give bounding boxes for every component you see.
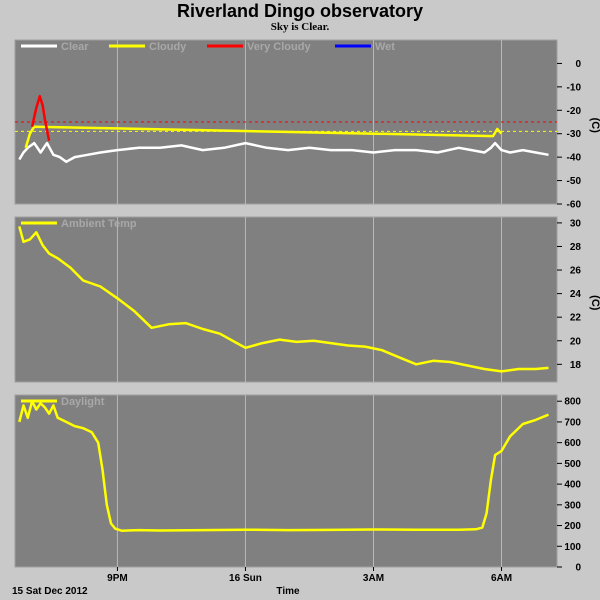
y-tick-label: 18 [570,360,582,371]
daylight-plot-area [14,394,558,568]
ambient-series [18,226,549,373]
y-tick-label: 20 [570,336,582,347]
legend-label: Wet [375,41,395,53]
series-line [18,226,549,373]
sky-y-ticks: 0 -10 -20 -30 -40 -50 -60 [557,59,581,211]
y-tick-label: 22 [570,313,582,324]
y-tick-label: -40 [567,153,582,164]
daylight-series [18,399,549,532]
y-tick-label: 600 [564,438,581,449]
legend-label: Clear [61,41,89,53]
legend-label: Daylight [61,396,105,408]
y-tick-label: 200 [564,521,581,532]
y-tick-label: -50 [567,176,582,187]
ambient-legend: Ambient Temp [21,218,137,230]
daylight-panel: Daylight 800 700 600 500 400 300 200 100 0 [14,394,581,574]
y-tick-label: 30 [570,218,582,229]
y-tick-label: 700 [564,417,581,428]
y-tick-label: -60 [567,200,582,211]
sky-series [18,94,549,164]
legend-label: Ambient Temp [61,218,137,230]
x-tick-label: 9PM [107,573,128,584]
y-tick-label: 800 [564,397,581,408]
x-tick-label: 16 Sun [229,573,262,584]
date-label: 15 Sat Dec 2012 [12,586,88,597]
y-tick-label: 100 [564,542,581,553]
ambient-plot-area [14,216,558,383]
daylight-grid [116,395,503,567]
x-tick-label: 6AM [491,573,512,584]
sky-y-unit: (C) [589,118,600,134]
y-tick-label: 500 [564,459,581,470]
legend-label: Cloudy [149,41,187,53]
series-line [24,125,503,149]
y-tick-label: -30 [567,129,582,140]
sky-panel: Clear Cloudy Very Cloudy Wet 0 -10 -20 -30 -40 -… [14,39,600,211]
page-title: Riverland Dingo observatory [176,1,424,21]
x-axis-title: Time [276,586,300,597]
daylight-legend: Daylight [21,396,105,408]
y-tick-label: 28 [570,242,582,253]
ambient-y-unit: (C) [589,295,600,311]
y-tick-label: 26 [570,266,582,277]
y-tick-label: 0 [575,59,581,70]
sky-legend: Clear Cloudy Very Cloudy Wet [21,41,395,53]
sky-status: Sky is Clear. [270,21,330,33]
x-axis-ticks: 9PM 16 Sun 3AM 6AM [107,567,512,584]
ambient-panel: Ambient Temp 30 28 26 24 22 20 18 (C) [14,216,600,383]
y-tick-label: -10 [567,82,582,93]
legend-label: Very Cloudy [247,41,311,53]
y-tick-label: 400 [564,480,581,491]
y-tick-label: 0 [575,563,581,574]
y-tick-label: -20 [567,106,582,117]
series-line [30,94,51,141]
ambient-y-ticks: 30 28 26 24 22 20 18 [557,218,582,371]
y-tick-label: 300 [564,500,581,511]
x-tick-label: 3AM [363,573,384,584]
series-line [18,399,549,532]
series-line [18,141,549,164]
daylight-y-ticks: 800 700 600 500 400 300 200 100 0 [557,397,581,574]
y-tick-label: 24 [570,289,582,300]
